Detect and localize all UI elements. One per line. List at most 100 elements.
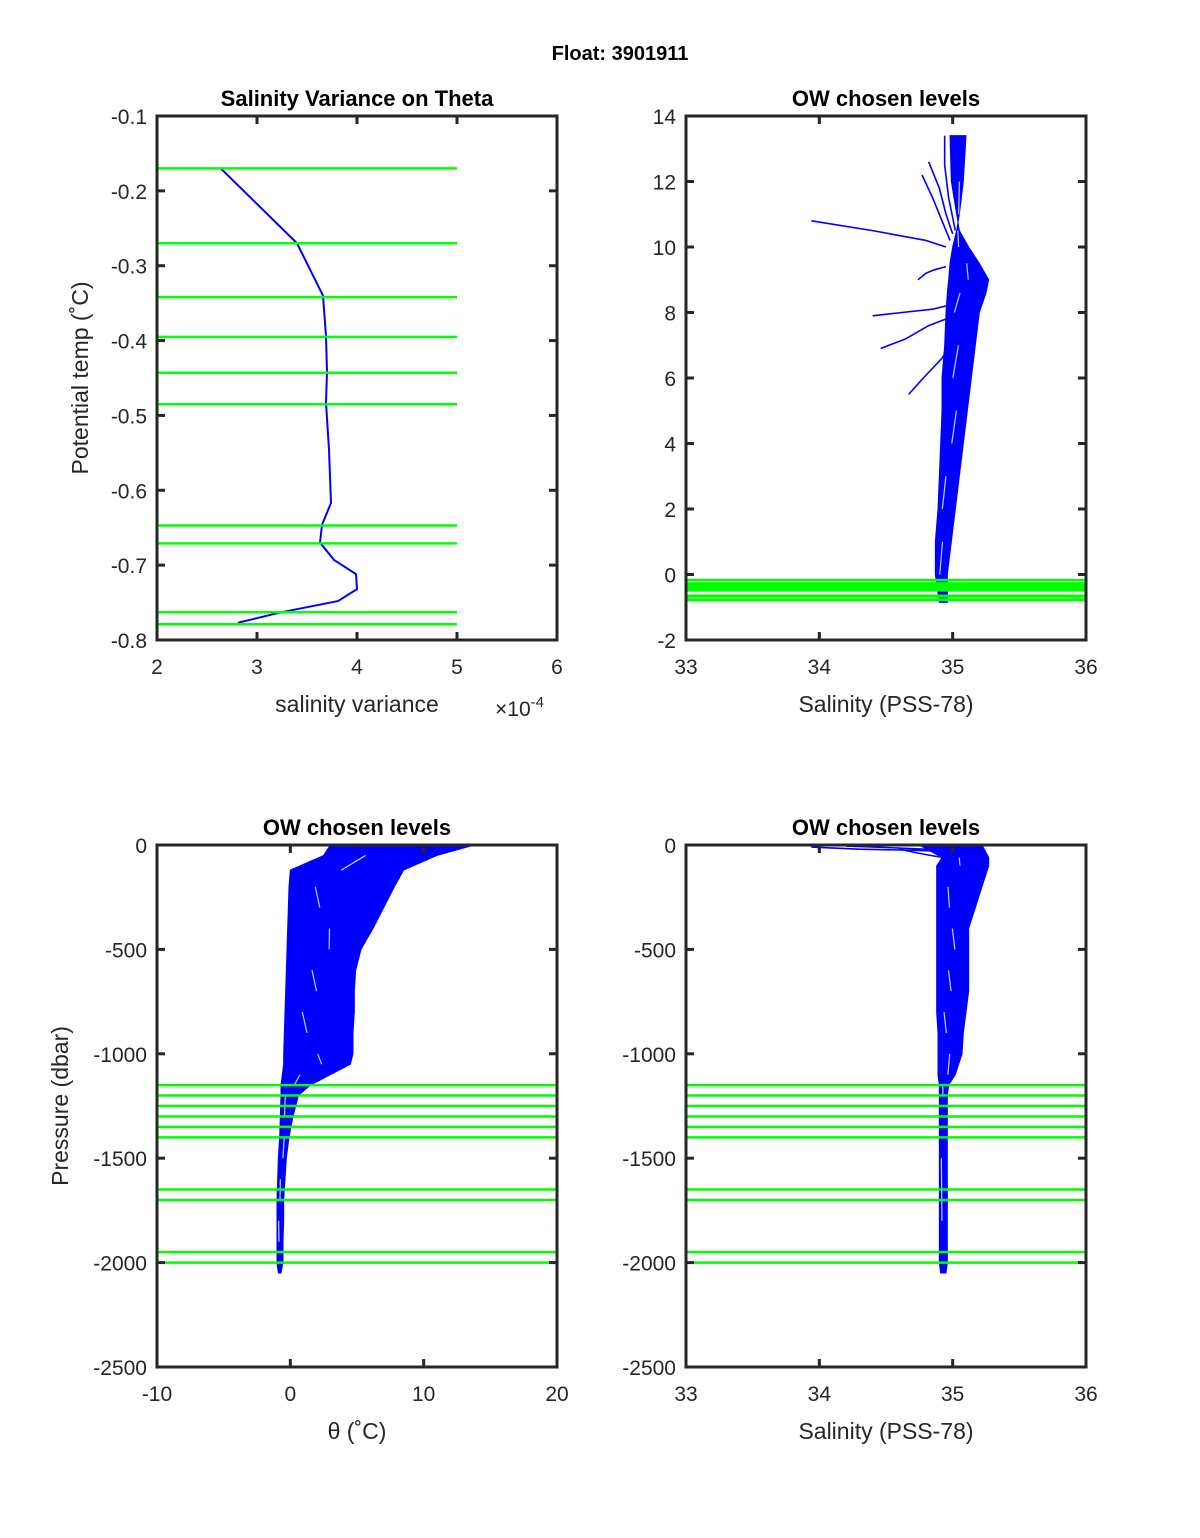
- x-tick-label: 36: [1074, 1383, 1097, 1406]
- x-tick-label: 33: [674, 1383, 697, 1406]
- profile-gap: [951, 928, 956, 950]
- x-tick-label: 6: [551, 656, 563, 679]
- panel-title: OW chosen levels: [792, 86, 980, 111]
- y-tick-label: 0: [664, 835, 676, 858]
- panel-salinity-variance: 2 3 4 5 6 -0.1 -0.2 -0.3 -0.4 -0.5 -0.6 -0.7 -0.8 Sal…: [67, 86, 563, 721]
- x-tick-label: 4: [351, 656, 363, 679]
- y-tick-label: -2000: [93, 1253, 147, 1276]
- y-tick-label: -500: [634, 939, 676, 962]
- axes-frame: [684, 114, 1088, 642]
- y-tick-label: -1500: [622, 1148, 676, 1171]
- panel-title: OW chosen levels: [792, 815, 980, 840]
- profile-gap: [943, 1011, 947, 1033]
- profile-cloud: [919, 845, 990, 1274]
- profile-gap: [951, 410, 958, 444]
- y-tick-label: -0.1: [111, 106, 147, 129]
- profile-gap: [947, 970, 952, 992]
- profile-gap: [941, 476, 947, 510]
- axes-frame: [155, 114, 559, 642]
- y-tick-label: 4: [664, 434, 676, 457]
- x-tick-label: 35: [941, 656, 964, 679]
- exponent-base: ×10: [495, 698, 531, 721]
- x-tick-label: 2: [151, 656, 163, 679]
- plot-area: [686, 135, 1086, 603]
- y-tick-label: 2: [664, 499, 676, 522]
- x-tick-label: 20: [545, 1383, 568, 1406]
- axes-frame: [684, 843, 1088, 1369]
- panel-theta-salinity: 33 34 35 36 14 12 10 8 6 4 2 0 -2 OW chosen levels Sal…: [653, 86, 1098, 717]
- x-axis-exponent: ×10-4: [495, 694, 544, 721]
- profile-gap: [947, 1053, 951, 1075]
- y-tick-label: 0: [664, 565, 676, 588]
- x-tick-label: 35: [941, 1383, 964, 1406]
- x-tick-label: 36: [1074, 656, 1097, 679]
- profile-gap: [958, 181, 960, 215]
- exponent-power: -4: [531, 694, 544, 711]
- figure-suptitle: Float: 3901911: [552, 43, 689, 65]
- profile-gap: [953, 292, 961, 313]
- y-tick-label: 10: [653, 237, 676, 260]
- profile-trace: [943, 135, 957, 231]
- x-axis-label: Salinity (PSS-78): [798, 691, 973, 717]
- x-axis-label: Salinity (PSS-78): [798, 1418, 973, 1444]
- profile-trace: [880, 318, 947, 350]
- y-tick-label: 14: [653, 106, 677, 129]
- y-tick-label: -1500: [93, 1148, 147, 1171]
- y-tick-label: -0.7: [111, 555, 147, 578]
- profile-trace: [872, 305, 947, 317]
- panel-title: OW chosen levels: [263, 815, 451, 840]
- x-axis-label: salinity variance: [275, 691, 439, 717]
- profile-gap: [957, 230, 960, 248]
- x-tick-label: 0: [284, 1383, 296, 1406]
- y-axis-label: Potential temp (˚C): [67, 281, 93, 474]
- profile-gap: [311, 970, 318, 992]
- x-tick-label: -10: [142, 1383, 172, 1406]
- y-tick-label: -500: [105, 939, 147, 962]
- profile-gap: [341, 854, 366, 871]
- y-tick-label: 6: [664, 368, 676, 391]
- y-tick-label: -1000: [622, 1044, 676, 1067]
- x-tick-label: 33: [674, 656, 697, 679]
- y-tick-label: -1000: [93, 1044, 147, 1067]
- x-tick-label: 10: [412, 1383, 435, 1406]
- profile-gap: [939, 541, 944, 575]
- profile-gap: [301, 1011, 308, 1034]
- x-tick-label: 34: [808, 1383, 832, 1406]
- y-tick-label: -2000: [622, 1253, 676, 1276]
- x-axis-label: θ (˚C): [328, 1418, 387, 1444]
- profile-gap: [952, 345, 960, 379]
- plot-area: [686, 845, 1086, 1274]
- x-tick-label: 3: [251, 656, 263, 679]
- y-tick-label: -0.5: [111, 405, 147, 428]
- profile-trace: [927, 161, 954, 235]
- profile-trace: [899, 848, 945, 859]
- x-tick-label: 34: [808, 656, 832, 679]
- profile-gap: [966, 263, 969, 280]
- y-tick-label: 0: [135, 835, 147, 858]
- profile-gap: [293, 1074, 301, 1086]
- profile-cloud: [934, 135, 990, 603]
- y-tick-label: -2: [657, 630, 676, 653]
- y-tick-label: -0.6: [111, 480, 147, 503]
- profile-trace: [908, 344, 951, 395]
- y-tick-label: -0.3: [111, 256, 147, 279]
- profile-gap: [317, 1053, 323, 1065]
- profile-gap: [947, 886, 951, 908]
- panel-pressure-theta: -10 0 10 20 0 -500 -1000 -1500 -2000 -2500 OW chos…: [47, 815, 569, 1444]
- profile-trace: [845, 845, 944, 852]
- y-axis-label: Pressure (dbar): [47, 1026, 73, 1186]
- profile-trace: [811, 846, 943, 853]
- x-tick-label: 5: [451, 656, 463, 679]
- y-tick-label: -0.8: [111, 630, 147, 653]
- y-tick-label: -0.2: [111, 181, 147, 204]
- profile-trace: [917, 265, 947, 281]
- profile-trace: [811, 220, 947, 248]
- panel-title: Salinity Variance on Theta: [221, 86, 494, 111]
- profile-gap: [958, 857, 961, 866]
- profile-cloud: [276, 845, 475, 1274]
- y-tick-label: -2500: [622, 1357, 676, 1380]
- plot-area: [157, 166, 457, 626]
- profile-gap: [282, 1137, 285, 1159]
- profile-trace: [921, 174, 951, 241]
